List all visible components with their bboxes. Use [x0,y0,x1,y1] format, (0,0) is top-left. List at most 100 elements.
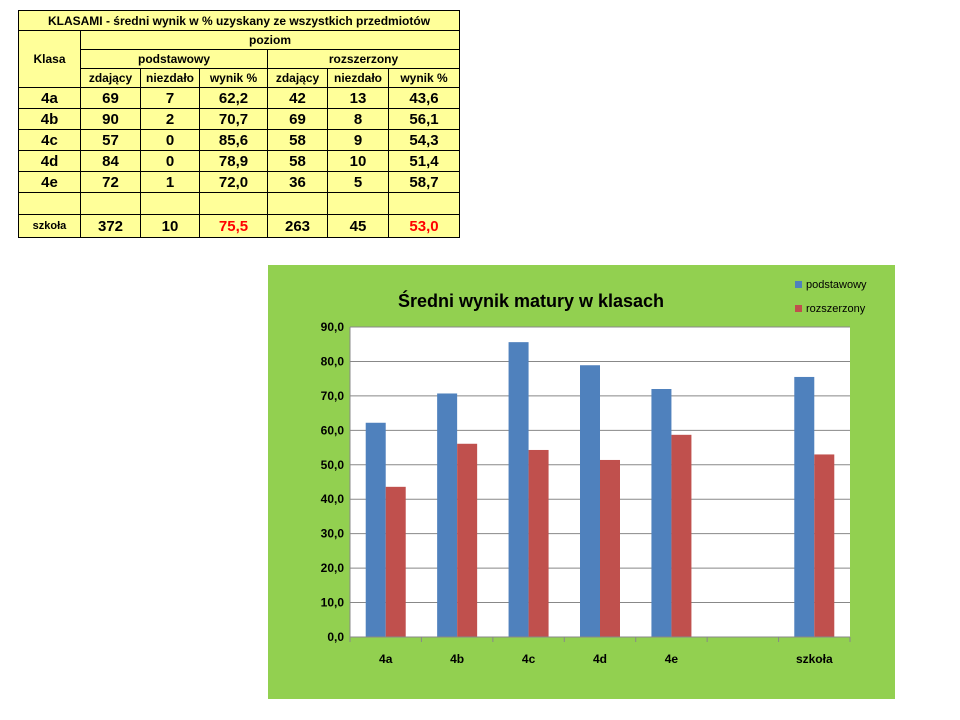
data-cell: 10 [140,214,200,238]
data-cell: 84 [80,150,141,172]
y-tick-label: 60,0 [321,423,345,437]
school-row: szkoła 372 10 75,5 263 45 53,0 [18,214,460,238]
data-cell: 58,7 [388,171,460,193]
data-cell: 90 [80,108,141,130]
bar-podstawowy-4b [437,393,458,637]
bar-podstawowy-4a [365,422,386,637]
table-row: 4a 69 7 62,2 42 13 43,6 [18,87,460,109]
data-cell: 10 [327,150,389,172]
data-cell: 263 [267,214,328,238]
class-cell: 4a [18,87,81,109]
table-row: 4b 90 2 70,7 69 8 56,1 [18,108,460,130]
x-tick-label: 4d [593,652,607,666]
blank-cell [199,192,268,215]
data-cell: 58 [267,129,328,151]
y-tick-label: 50,0 [321,458,345,472]
data-cell: 69 [267,108,328,130]
data-cell: 70,7 [199,108,268,130]
y-tick-label: 10,0 [321,596,345,610]
data-cell: 72 [80,171,141,193]
bars [365,342,835,637]
poziom-header: poziom [80,30,460,50]
bar-podstawowy-4d [580,365,600,637]
table-row: 4d 84 0 78,9 58 10 51,4 [18,150,460,172]
data-cell: 69 [80,87,141,109]
blank-cell [327,192,389,215]
blank-cell [80,192,141,215]
bar-rozszerzony-4a [385,486,406,637]
y-tick-label: 80,0 [321,354,345,368]
data-cell: 372 [80,214,141,238]
level-header-extended: rozszerzony [267,49,460,69]
x-tick-label: 4c [522,652,536,666]
data-cell: 78,9 [199,150,268,172]
class-cell: 4b [18,108,81,130]
table-row: 4c 57 0 85,6 58 9 54,3 [18,129,460,151]
chart-area: 0,0 10,0 20,0 30,0 40,0 50,0 60,0 70,0 80,0 90,0 4… [268,265,895,699]
data-cell: 1 [140,171,200,193]
subheader-cell: wynik % [388,68,460,88]
legend-label-rozszerzony: rozszerzony [806,303,866,315]
blank-cell [140,192,200,215]
class-cell: 4c [18,129,81,151]
results-table: KLASAMI - średni wynik w % uzyskany ze w… [18,10,460,238]
legend: podstawowy rozszerzony [795,279,867,315]
data-cell: 42 [267,87,328,109]
bar-rozszerzony-szkoła [814,454,835,637]
bar-rozszerzony-4b [457,443,478,637]
data-cell: 62,2 [199,87,268,109]
data-cell: 85,6 [199,129,268,151]
bar-podstawowy-4c [508,342,529,637]
klasa-header: Klasa [18,30,81,88]
school-average-basic: 75,5 [199,214,268,238]
data-cell: 43,6 [388,87,460,109]
school-label: szkoła [18,214,81,238]
subheader-cell: zdający [267,68,328,88]
school-average-extended: 53,0 [388,214,460,238]
data-cell: 13 [327,87,389,109]
level-header-basic: podstawowy [80,49,268,69]
data-cell: 45 [327,214,389,238]
blank-row [18,192,460,215]
y-tick-label: 90,0 [321,320,345,334]
subheader-cell: zdający [80,68,141,88]
bar-rozszerzony-4d [600,459,620,637]
table-title: KLASAMI - średni wynik w % uzyskany ze w… [18,10,460,31]
subheader-cell: niezdało [327,68,389,88]
legend-label-podstawowy: podstawowy [806,279,867,291]
data-cell: 8 [327,108,389,130]
data-cell: 7 [140,87,200,109]
data-cell: 36 [267,171,328,193]
data-cell: 0 [140,129,200,151]
subheader-cell: wynik % [199,68,268,88]
data-cell: 56,1 [388,108,460,130]
data-cell: 57 [80,129,141,151]
data-cell: 9 [327,129,389,151]
table-row: 4e 72 1 72,0 36 5 58,7 [18,171,460,193]
y-tick-label: 40,0 [321,492,345,506]
class-cell: 4e [18,171,81,193]
bar-podstawowy-4e [651,389,672,637]
data-cell: 2 [140,108,200,130]
data-cell: 51,4 [388,150,460,172]
legend-swatch-podstawowy [795,281,802,288]
data-cell: 5 [327,171,389,193]
data-cell: 54,3 [388,129,460,151]
legend-swatch-rozszerzony [795,305,802,312]
data-cell: 72,0 [199,171,268,193]
data-cell: 58 [267,150,328,172]
x-tick-label: 4b [450,652,464,666]
y-tick-label: 20,0 [321,561,345,575]
x-tick-label: 4e [665,652,679,666]
x-tick-label: 4a [379,652,393,666]
x-tick-label: szkoła [796,652,833,666]
y-tick-label: 0,0 [327,630,344,644]
data-cell: 0 [140,150,200,172]
bar-podstawowy-szkoła [794,376,815,637]
y-tick-label: 30,0 [321,527,345,541]
axes: 0,0 10,0 20,0 30,0 40,0 50,0 60,0 70,0 80,0 90,0 4… [321,320,851,666]
bar-rozszerzony-4e [671,434,692,637]
blank-cell [267,192,328,215]
class-cell: 4d [18,150,81,172]
subheader-cell: niezdało [140,68,200,88]
